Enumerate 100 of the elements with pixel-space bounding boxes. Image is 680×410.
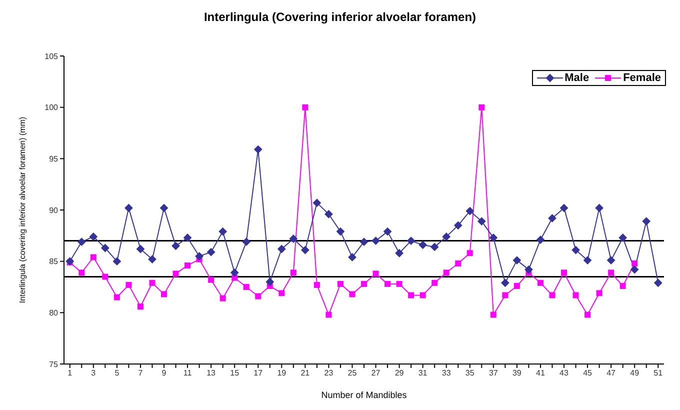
x-tick-label: 33: [442, 368, 452, 378]
point: [372, 270, 379, 277]
x-tick-label: 15: [230, 368, 240, 378]
point: [384, 228, 392, 236]
point: [160, 204, 168, 212]
point: [172, 270, 179, 277]
point: [514, 282, 520, 289]
point: [584, 256, 592, 264]
point: [326, 312, 332, 318]
x-tick-label: 19: [277, 368, 287, 378]
point: [218, 228, 227, 236]
point: [301, 246, 310, 254]
point: [360, 238, 368, 246]
point: [207, 248, 216, 256]
legend-label: Female: [622, 72, 661, 84]
y-tick-label: 90: [49, 206, 59, 215]
point: [432, 280, 438, 286]
x-tick-label: 3: [91, 368, 96, 378]
point: [312, 198, 321, 207]
point: [630, 266, 639, 274]
y-tick-label: 80: [49, 308, 59, 318]
point: [620, 282, 626, 289]
point: [501, 278, 510, 287]
x-tick-label: 11: [183, 368, 192, 378]
point: [78, 270, 85, 276]
x-tick-label: 31: [418, 368, 428, 378]
point: [289, 234, 298, 243]
point: [112, 257, 121, 266]
point: [442, 232, 450, 241]
point: [124, 204, 133, 212]
point: [220, 295, 226, 302]
point: [361, 280, 367, 287]
y-tick-label: 105: [44, 52, 59, 61]
point: [266, 278, 274, 286]
point: [478, 104, 485, 110]
x-tick-label: 35: [465, 368, 475, 378]
point: [243, 284, 250, 290]
x-tick-label: 45: [583, 368, 593, 378]
point: [395, 249, 404, 258]
x-tick-label: 29: [394, 368, 404, 378]
point: [208, 276, 214, 283]
point: [137, 304, 144, 310]
point: [537, 280, 544, 286]
x-tick-label: 21: [300, 368, 310, 378]
point: [149, 280, 156, 286]
point: [561, 270, 567, 276]
point: [161, 291, 167, 298]
x-tick-label: 39: [512, 368, 522, 378]
point: [348, 253, 356, 262]
point: [490, 312, 496, 318]
point: [642, 217, 650, 226]
point: [337, 280, 344, 287]
x-tick-label: 9: [162, 368, 167, 378]
y-tick-label: 95: [49, 154, 59, 164]
point: [172, 242, 180, 250]
point: [324, 210, 333, 218]
point: [372, 236, 380, 245]
x-tick-label: 43: [560, 368, 569, 378]
point: [512, 256, 521, 264]
point: [549, 292, 556, 298]
point: [242, 238, 250, 246]
point: [596, 290, 602, 296]
chart-title: Interlingula (Covering inferior alvoelar foramen): [202, 10, 478, 24]
x-tick-label: 7: [138, 368, 144, 378]
point: [524, 266, 533, 274]
point: [349, 291, 356, 298]
y-tick-label: 75: [49, 360, 59, 369]
point: [407, 236, 416, 245]
point: [560, 204, 568, 212]
point: [278, 290, 285, 296]
point: [101, 244, 110, 252]
point: [408, 292, 414, 298]
point: [302, 104, 308, 110]
x-tick-label: 47: [606, 368, 616, 378]
point: [572, 292, 579, 298]
y-tick-label: 85: [49, 257, 59, 266]
point: [254, 145, 262, 154]
point: [314, 282, 320, 288]
point: [230, 268, 239, 277]
x-tick-label: 5: [114, 368, 120, 378]
point: [336, 228, 344, 236]
point: [396, 280, 402, 287]
point: [89, 232, 98, 241]
point: [102, 274, 108, 280]
point: [114, 294, 120, 300]
point: [418, 240, 427, 249]
x-tick-label: 1: [68, 368, 73, 378]
point: [455, 260, 462, 266]
x-tick-label: 27: [371, 368, 381, 378]
x-tick-label: 49: [630, 368, 640, 378]
point: [618, 234, 627, 242]
point: [502, 292, 508, 298]
x-axis-title: Number of Mandibles: [321, 390, 408, 400]
point: [454, 221, 462, 230]
point: [278, 245, 286, 254]
x-tick-label: 23: [324, 368, 334, 378]
point: [90, 254, 96, 260]
x-tick-label: 51: [654, 368, 664, 378]
point: [184, 234, 192, 242]
point: [255, 293, 262, 300]
